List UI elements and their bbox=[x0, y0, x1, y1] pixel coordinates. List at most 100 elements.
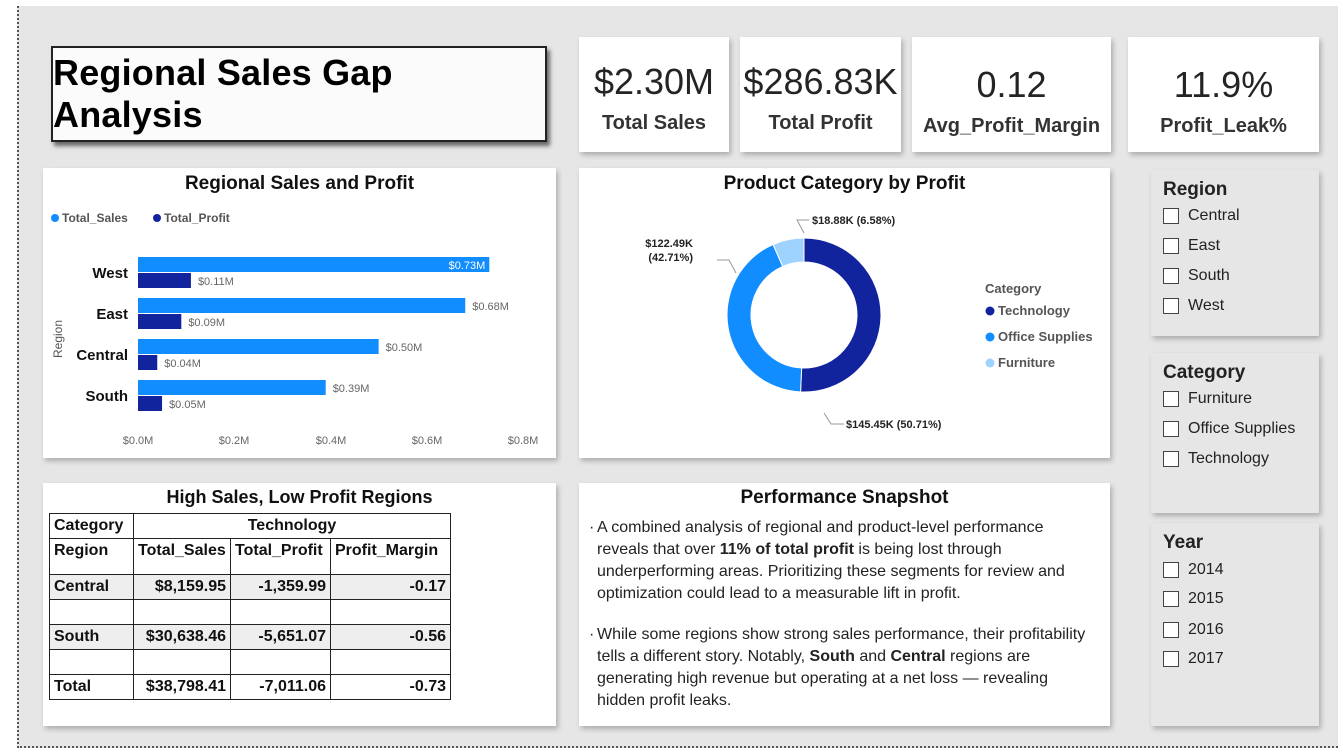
region-slicer: Region Central East South West bbox=[1151, 170, 1319, 336]
kpi-label: Total Sales bbox=[601, 112, 707, 134]
category-label-south: South bbox=[86, 388, 129, 405]
donut-chart-svg: $18.88K (6.58%) $122.49K (42.71%) $145.4… bbox=[645, 215, 1093, 431]
performance-snapshot-card: Performance Snapshot · A combined analysi… bbox=[579, 483, 1110, 726]
legend-sales-label[interactable]: Total_Sales bbox=[62, 211, 128, 225]
slicer-item-label: South bbox=[1188, 267, 1230, 284]
slice-label-office-supplies-percent: (42.71%) bbox=[648, 252, 693, 264]
slicer-item-furniture[interactable]: Furniture bbox=[1163, 390, 1252, 408]
category-label-east: East bbox=[96, 306, 128, 323]
chart-title: Regional Sales and Profit bbox=[184, 173, 415, 194]
legend-sales-marker bbox=[51, 214, 59, 222]
table-row[interactable]: South $30,638.46 -5,651.07 -0.56 bbox=[49, 624, 451, 650]
category-label-central: Central bbox=[76, 347, 128, 364]
data-label-central-profit: $0.04M bbox=[164, 358, 201, 370]
legend-technology-label[interactable]: Technology bbox=[998, 303, 1071, 318]
bar-profit-west[interactable] bbox=[138, 273, 191, 288]
leader-line-furniture bbox=[796, 219, 809, 234]
data-label-west-sales: $0.73M bbox=[449, 260, 486, 272]
kpi-value: $286.83K bbox=[743, 61, 898, 102]
legend-furniture-label[interactable]: Furniture bbox=[998, 355, 1055, 370]
checkbox[interactable] bbox=[1163, 451, 1179, 467]
slicer-item-east[interactable]: East bbox=[1163, 237, 1220, 255]
slicer-item-2015[interactable]: 2015 bbox=[1163, 590, 1224, 608]
donut-slice-furniture[interactable] bbox=[772, 237, 805, 268]
product-category-profit-chart[interactable]: Product Category by Profit $18.88K (6.58… bbox=[579, 168, 1110, 458]
bar-sales-south[interactable] bbox=[138, 380, 326, 395]
checkbox[interactable] bbox=[1163, 591, 1179, 607]
report-title: Regional Sales Gap Analysis bbox=[53, 52, 393, 135]
table-total-row[interactable]: Total $38,798.41 -7,011.06 -0.73 bbox=[49, 674, 451, 700]
x-tick-label: $0.0M bbox=[123, 435, 154, 447]
cell-total-sales: $38,798.41 bbox=[133, 674, 231, 700]
cell-profit-margin: -0.56 bbox=[330, 624, 451, 650]
table-title: High Sales, Low Profit Regions bbox=[166, 487, 433, 507]
chart-title: Product Category by Profit bbox=[723, 173, 966, 194]
slicer-item-label: 2014 bbox=[1188, 561, 1224, 578]
slicer-item-2016[interactable]: 2016 bbox=[1163, 621, 1224, 639]
highlight-text: Central bbox=[890, 648, 946, 665]
kpi-label: Profit_Leak% bbox=[1160, 115, 1287, 137]
slicer-item-label: 2017 bbox=[1188, 650, 1224, 667]
regional-sales-profit-chart[interactable]: Regional Sales and Profit Total_Sales To… bbox=[43, 168, 556, 458]
cell-total-sales: $30,638.46 bbox=[133, 624, 231, 650]
legend-office-supplies-label[interactable]: Office Supplies bbox=[998, 329, 1093, 344]
table-row[interactable]: Central $8,159.95 -1,359.99 -0.17 bbox=[49, 574, 451, 600]
y-axis-label: Region bbox=[51, 320, 65, 358]
slicer-item-west[interactable]: West bbox=[1163, 297, 1224, 315]
column-header-total-sales[interactable]: Total_Sales bbox=[133, 538, 231, 575]
kpi-card-total-sales[interactable]: $2.30M Total Sales bbox=[579, 37, 729, 152]
checkbox[interactable] bbox=[1163, 238, 1179, 254]
checkbox[interactable] bbox=[1163, 391, 1179, 407]
slicer-item-south[interactable]: South bbox=[1163, 267, 1230, 285]
slicer-item-central[interactable]: Central bbox=[1163, 207, 1240, 225]
legend-technology-marker bbox=[985, 306, 995, 316]
row-region: Central bbox=[49, 574, 134, 600]
bar-profit-south[interactable] bbox=[138, 396, 163, 411]
slicer-item-2017[interactable]: 2017 bbox=[1163, 650, 1224, 668]
legend-profit-label[interactable]: Total_Profit bbox=[164, 211, 230, 225]
donut-slice-office-supplies[interactable] bbox=[726, 243, 803, 393]
data-label-south-sales: $0.39M bbox=[333, 383, 370, 395]
slicer-item-2014[interactable]: 2014 bbox=[1163, 561, 1224, 579]
slicer-title: Year bbox=[1163, 532, 1204, 553]
slicer-title: Category bbox=[1163, 362, 1246, 383]
slicer-item-office-supplies[interactable]: Office Supplies bbox=[1163, 420, 1295, 438]
bar-profit-east[interactable] bbox=[138, 314, 182, 329]
checkbox[interactable] bbox=[1163, 268, 1179, 284]
kpi-card-avg-profit-margin[interactable]: 0.12 Avg_Profit_Margin bbox=[912, 37, 1111, 152]
cell-total-profit: -7,011.06 bbox=[230, 674, 331, 700]
high-sales-low-profit-table-card[interactable]: High Sales, Low Profit Regions Category … bbox=[43, 483, 556, 726]
checkbox[interactable] bbox=[1163, 208, 1179, 224]
donut-slice-technology[interactable] bbox=[800, 237, 882, 393]
checkbox[interactable] bbox=[1163, 421, 1179, 437]
checkbox[interactable] bbox=[1163, 651, 1179, 667]
highlight-text: 11% of total profit bbox=[719, 541, 854, 558]
slicer-item-label: East bbox=[1188, 237, 1221, 254]
header-region[interactable]: Region bbox=[49, 538, 134, 575]
bar-sales-central[interactable] bbox=[138, 339, 379, 354]
bar-sales-east[interactable] bbox=[138, 298, 466, 313]
text: and bbox=[854, 648, 891, 665]
slicer-item-technology[interactable]: Technology bbox=[1163, 450, 1269, 468]
bar-profit-central[interactable] bbox=[138, 355, 158, 370]
column-header-total-profit[interactable]: Total_Profit bbox=[230, 538, 331, 575]
column-header-profit-margin[interactable]: Profit_Margin bbox=[330, 538, 451, 575]
slicer-item-label: 2016 bbox=[1188, 621, 1224, 638]
report-title-card: Regional Sales Gap Analysis bbox=[51, 46, 547, 142]
kpi-card-profit-leak[interactable]: 11.9% Profit_Leak% bbox=[1128, 37, 1319, 152]
kpi-card-total-profit[interactable]: $286.83K Total Profit bbox=[740, 37, 901, 152]
bar-sales-west[interactable] bbox=[138, 257, 490, 272]
x-tick-label: $0.4M bbox=[316, 435, 347, 447]
checkbox[interactable] bbox=[1163, 622, 1179, 638]
checkbox[interactable] bbox=[1163, 298, 1179, 314]
kpi-value: $2.30M bbox=[593, 61, 715, 102]
header-category: Category bbox=[49, 513, 134, 539]
snapshot-paragraph-1: · A combined analysis of regional and pro… bbox=[589, 519, 1065, 602]
slicer-item-label: Furniture bbox=[1188, 390, 1253, 407]
checkbox[interactable] bbox=[1163, 562, 1179, 578]
kpi-label: Total Profit bbox=[768, 112, 873, 134]
x-tick-label: $0.6M bbox=[412, 435, 443, 447]
slicer-title: Region bbox=[1163, 179, 1228, 200]
header-category-value[interactable]: Technology bbox=[133, 513, 451, 539]
cell-total-sales: $8,159.95 bbox=[133, 574, 231, 600]
